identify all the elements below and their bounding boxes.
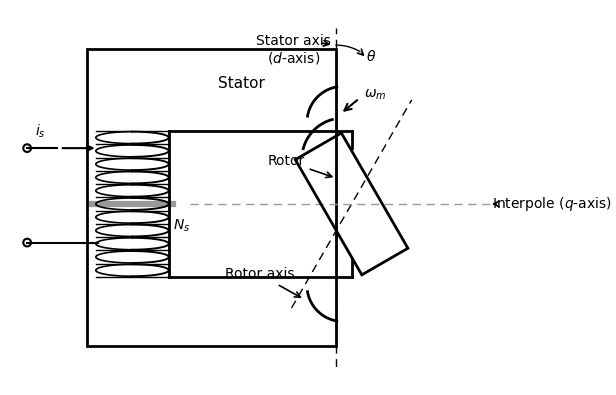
Text: $N_s$: $N_s$	[173, 217, 190, 233]
Text: Rotor: Rotor	[267, 154, 332, 177]
Text: $\omega_m$: $\omega_m$	[365, 88, 387, 102]
Text: Stator: Stator	[218, 76, 265, 91]
Text: $\theta$: $\theta$	[366, 49, 376, 64]
Text: $i_s$: $i_s$	[34, 122, 46, 139]
Text: Rotor axis: Rotor axis	[225, 267, 301, 297]
Text: Interpole ($q$-axis): Interpole ($q$-axis)	[492, 195, 612, 213]
Text: Stator axis
($d$-axis): Stator axis ($d$-axis)	[256, 34, 331, 66]
